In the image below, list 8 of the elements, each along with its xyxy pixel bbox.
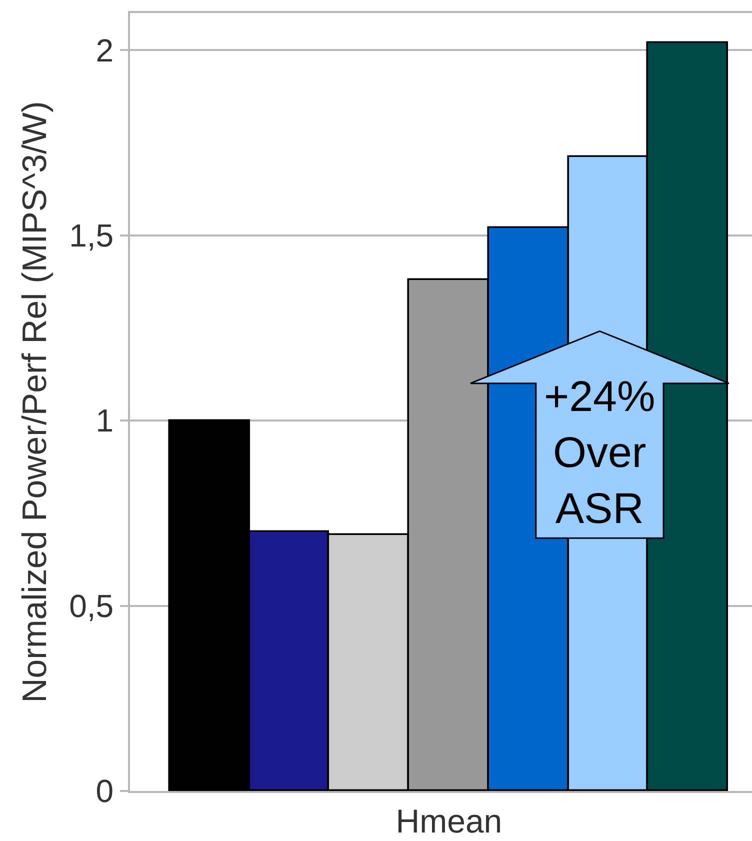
y-tick-label: 0,5 (69, 588, 114, 624)
y-tick-label: 2 (96, 32, 114, 68)
annotation: +24% Over ASR (544, 373, 656, 533)
y-tick-label: 0 (96, 773, 114, 810)
y-tick-label: 1 (96, 402, 114, 439)
y-tick-label: 1,5 (69, 217, 114, 254)
x-tick-label: Hmean (396, 802, 502, 840)
y-axis-title: Normalized Power/Perf Rel (MIPS^3/W) (16, 101, 54, 703)
